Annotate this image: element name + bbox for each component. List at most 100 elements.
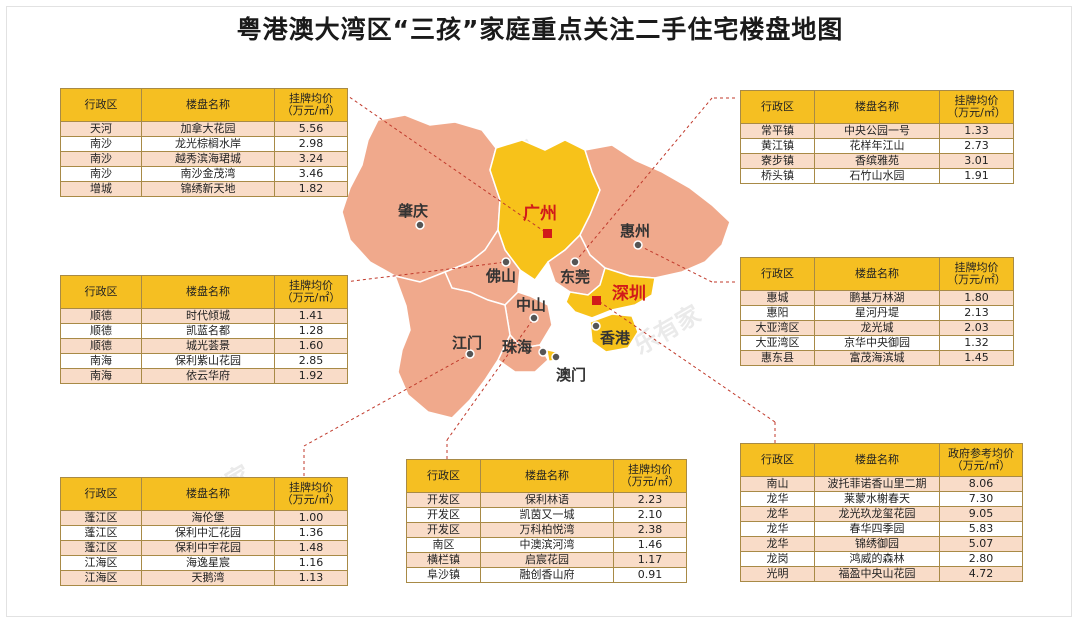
table-cell: 1.91: [939, 168, 1014, 184]
table-row: 南沙 龙光棕榈水岸 2.98: [60, 136, 348, 152]
table-cell: 5.07: [939, 536, 1023, 552]
header-estate: 楼盘名称: [480, 459, 614, 493]
table-cell: 5.56: [274, 121, 348, 137]
table-cell: 越秀滨海珺城: [141, 151, 275, 167]
header-text: 挂牌均价: [289, 481, 333, 494]
table-cell: 1.45: [939, 350, 1014, 366]
table-cell: 1.13: [274, 570, 348, 586]
table-row: 光明 福盈中央山花园 4.72: [740, 566, 1023, 582]
table-cell: 江海区: [60, 555, 142, 571]
dot-guangzhou: [543, 229, 552, 238]
dot-zhuhai: [538, 347, 548, 357]
table-dongguan: 行政区 楼盘名称 挂牌均价 （万元/㎡） 常平镇 中央公园一号 1.33 黄江镇 花样年…: [740, 90, 1014, 184]
table-cell: 2.10: [613, 507, 687, 523]
table-cell: 天鹅湾: [141, 570, 275, 586]
region-huizhou: [579, 144, 731, 279]
table-cell: 中央公园一号: [814, 123, 940, 139]
table-cell: 大亚湾区: [740, 335, 815, 351]
header-district: 行政区: [740, 257, 815, 291]
table-cell: 保利中汇花园: [141, 525, 275, 541]
table-cell: 鸿威的森林: [814, 551, 940, 567]
table-cell: 开发区: [406, 492, 481, 508]
table-cell: 惠城: [740, 290, 815, 306]
header-text: 挂牌均价: [289, 92, 333, 105]
table-cell: 花样年江山: [814, 138, 940, 154]
table-header: 行政区 楼盘名称 挂牌均价 （万元/㎡）: [740, 90, 1014, 124]
table-cell: 1.17: [613, 552, 687, 568]
header-text: （万元/㎡）: [951, 459, 1011, 472]
table-cell: 1.33: [939, 123, 1014, 139]
region-jiangmen: [393, 271, 511, 419]
table-cell: 江海区: [60, 570, 142, 586]
table-cell: 2.85: [274, 353, 348, 369]
table-huizhou: 行政区 楼盘名称 挂牌均价 （万元/㎡） 惠城 鹏基万林湖 1.80 惠阳 星河丹堤 2.…: [740, 257, 1014, 366]
city-label-zhuhai: 珠海: [502, 338, 532, 356]
table-cell: 龙光城: [814, 320, 940, 336]
table-cell: 寮步镇: [740, 153, 815, 169]
table-cell: 鹏基万林湖: [814, 290, 940, 306]
city-label-foshan: 佛山: [485, 267, 516, 285]
table-cell: 加拿大花园: [141, 121, 275, 137]
table-zhongshan: 行政区 楼盘名称 挂牌均价 （万元/㎡） 开发区 保利林语 2.23 开发区 凯茵又一城…: [406, 459, 687, 583]
table-cell: 龙华: [740, 506, 815, 522]
table-cell: 星河丹堤: [814, 305, 940, 321]
header-estate: 楼盘名称: [141, 88, 275, 122]
table-cell: 2.13: [939, 305, 1014, 321]
city-label-zhaoqing: 肇庆: [397, 202, 428, 220]
table-cell: 南沙金茂湾: [141, 166, 275, 182]
city-label-guangzhou: 广州: [523, 203, 557, 224]
table-cell: 南区: [406, 537, 481, 553]
table-row: 增城 锦绣新天地 1.82: [60, 181, 348, 197]
table-row: 蓬江区 保利中汇花园 1.36: [60, 525, 348, 541]
header-estate: 楼盘名称: [141, 275, 275, 309]
table-cell: 2.98: [274, 136, 348, 152]
table-cell: 南沙: [60, 151, 142, 167]
table-row: 龙华 春华四季园 5.83: [740, 521, 1023, 537]
table-cell: 龙岗: [740, 551, 815, 567]
header-price: 挂牌均价 （万元/㎡）: [939, 257, 1014, 291]
city-label-jiangmen: 江门: [452, 334, 482, 352]
table-cell: 1.16: [274, 555, 348, 571]
city-label-huizhou: 惠州: [620, 222, 650, 240]
table-cell: 1.80: [939, 290, 1014, 306]
table-cell: 光明: [740, 566, 815, 582]
header-text: 政府参考均价: [948, 447, 1014, 460]
table-cell: 2.23: [613, 492, 687, 508]
table-cell: 顺德: [60, 308, 142, 324]
header-district: 行政区: [740, 443, 815, 477]
header-price: 挂牌均价 （万元/㎡）: [613, 459, 687, 493]
dot-zhaoqing: [415, 220, 425, 230]
table-row: 南海 保利紫山花园 2.85: [60, 353, 348, 369]
table-cell: 蓬江区: [60, 540, 142, 556]
table-cell: 锦绣新天地: [141, 181, 275, 197]
table-cell: 7.30: [939, 491, 1023, 507]
header-district: 行政区: [406, 459, 481, 493]
table-cell: 蓬江区: [60, 525, 142, 541]
table-row: 江海区 天鹅湾 1.13: [60, 570, 348, 586]
table-cell: 保利中宇花园: [141, 540, 275, 556]
table-cell: 1.82: [274, 181, 348, 197]
table-row: 南海 依云华府 1.92: [60, 368, 348, 384]
dot-foshan: [501, 257, 511, 267]
table-row: 南沙 南沙金茂湾 3.46: [60, 166, 348, 182]
table-cell: 龙光棕榈水岸: [141, 136, 275, 152]
city-label-macau: 澳门: [556, 366, 586, 384]
table-row: 大亚湾区 京华中央御园 1.32: [740, 335, 1014, 351]
header-price: 政府参考均价 （万元/㎡）: [939, 443, 1023, 477]
city-label-shenzhen: 深圳: [612, 283, 646, 304]
header-text: （万元/㎡）: [947, 273, 1006, 286]
table-cell: 富茂海滨城: [814, 350, 940, 366]
table-header: 行政区 楼盘名称 挂牌均价 （万元/㎡）: [60, 88, 348, 122]
table-cell: 天河: [60, 121, 142, 137]
table-cell: 保利林语: [480, 492, 614, 508]
table-cell: 城光荟景: [141, 338, 275, 354]
table-row: 横栏镇 启宸花园 1.17: [406, 552, 687, 568]
table-cell: 惠东县: [740, 350, 815, 366]
dot-hongkong: [591, 321, 601, 331]
table-row: 惠东县 富茂海滨城 1.45: [740, 350, 1014, 366]
table-row: 天河 加拿大花园 5.56: [60, 121, 348, 137]
table-cell: 1.92: [274, 368, 348, 384]
table-cell: 1.28: [274, 323, 348, 339]
table-cell: 南沙: [60, 166, 142, 182]
page-frame: [6, 6, 1072, 617]
